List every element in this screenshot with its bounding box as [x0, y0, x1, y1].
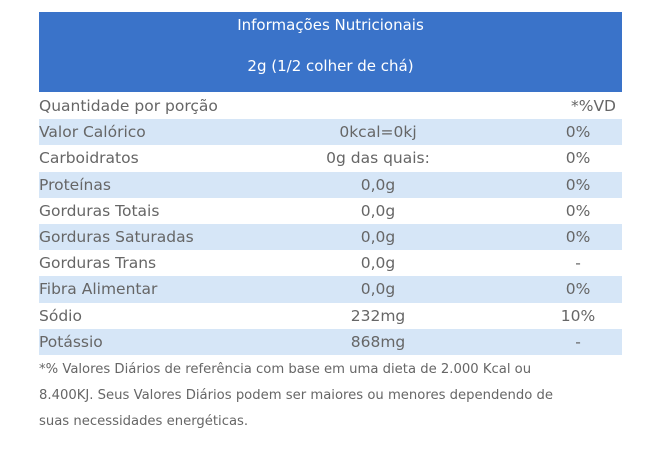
table-row: Carboidratos 0g das quais: 0%: [39, 145, 622, 171]
nutrient-amount: 232mg: [350, 306, 406, 325]
nutrition-title: Informações Nutricionais: [237, 16, 424, 34]
nutrient-dv: 10%: [560, 306, 596, 325]
table-row: Fibra Alimentar 0,0g 0%: [39, 276, 622, 303]
nutrient-amount: 0,0g: [360, 175, 396, 194]
table-row: Gorduras Totais 0,0g 0%: [39, 198, 622, 224]
nutrient-label: Gorduras Trans: [39, 254, 157, 273]
nutrient-amount: 0,0g: [360, 201, 396, 220]
header-label: Quantidade por porção: [39, 97, 218, 115]
nutrient-amount: 0,0g: [360, 254, 396, 273]
nutrient-label: Valor Calórico: [39, 123, 146, 142]
nutrient-dv: 0%: [565, 201, 591, 220]
table-header-row: Quantidade por porção *%VD: [39, 93, 622, 119]
nutrient-label: Carboidratos: [39, 149, 139, 168]
footnote-line: 8.400KJ. Seus Valores Diários podem ser …: [39, 388, 553, 403]
nutrient-amount: 0,0g: [360, 280, 396, 299]
footnote: *% Valores Diários de referência com bas…: [39, 357, 629, 435]
nutrient-label: Proteínas: [39, 175, 111, 194]
nutrient-amount: 0,0g: [360, 227, 396, 246]
serving-size: 2g (1/2 colher de chá): [247, 57, 414, 75]
nutrient-label: Gorduras Totais: [39, 201, 160, 220]
table-row: Sódio 232mg 10%: [39, 303, 622, 329]
nutrient-dv: -: [575, 332, 581, 351]
table-row: Valor Calórico 0kcal=0kj 0%: [39, 119, 622, 146]
table-row: Gorduras Saturadas 0,0g 0%: [39, 223, 622, 251]
nutrient-amount: 868mg: [350, 332, 406, 351]
nutrient-amount: 0kcal=0kj: [339, 123, 417, 142]
nutrient-dv: 0%: [565, 123, 591, 142]
nutrient-dv: 0%: [565, 149, 591, 168]
nutrient-dv: -: [575, 254, 581, 273]
nutrient-dv: 0%: [565, 280, 591, 299]
table-row: Potássio 868mg -: [39, 328, 622, 355]
nutrient-dv: 0%: [565, 227, 591, 246]
nutrition-table: Quantidade por porção *%VD Valor Calóric…: [39, 93, 622, 355]
table-row: Proteínas 0,0g 0%: [39, 171, 622, 198]
nutrient-dv: 0%: [565, 175, 591, 194]
footnote-line: *% Valores Diários de referência com bas…: [39, 362, 532, 377]
nutrient-label: Fibra Alimentar: [39, 280, 158, 299]
nutrition-header: Informações Nutricionais 2g (1/2 colher …: [39, 12, 622, 92]
nutrient-label: Sódio: [39, 306, 82, 325]
nutrient-label: Potássio: [39, 332, 103, 351]
nutrient-amount: 0g das quais:: [326, 149, 430, 168]
header-dv: *%VD: [570, 97, 616, 115]
nutrient-label: Gorduras Saturadas: [39, 227, 194, 246]
footnote-line: suas necessidades energéticas.: [39, 414, 249, 429]
table-row: Gorduras Trans 0,0g -: [39, 250, 622, 276]
